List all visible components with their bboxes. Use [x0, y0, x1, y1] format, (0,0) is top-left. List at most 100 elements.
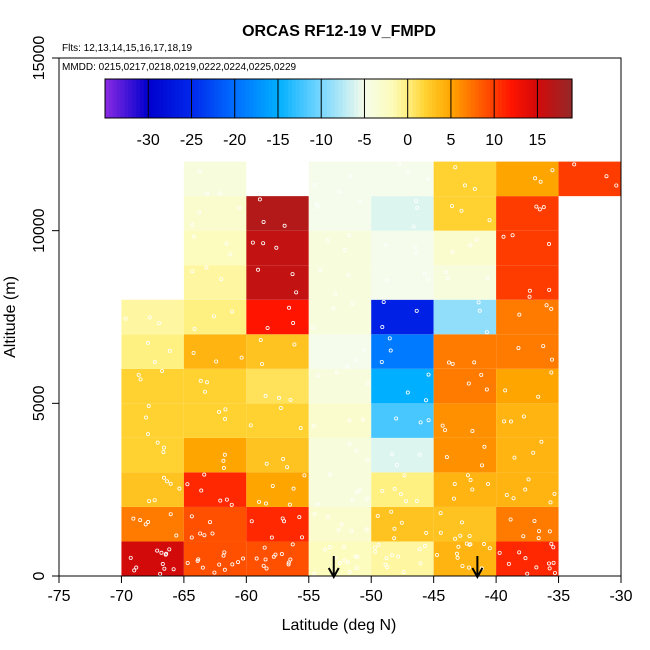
sample-point — [263, 557, 268, 562]
sample-point — [403, 499, 408, 504]
sample-point — [198, 378, 203, 383]
heatmap-cell — [496, 230, 559, 266]
heatmap-cell — [246, 541, 309, 576]
colorbar-segment — [272, 79, 277, 118]
sample-point — [418, 420, 423, 425]
heatmap-cell — [246, 472, 309, 507]
chart-title: ORCAS RF12-19 V_FMPD — [242, 23, 436, 40]
colorbar-segment — [252, 79, 258, 118]
sample-point — [365, 381, 370, 386]
sample-point — [536, 394, 541, 399]
colorbar-segment — [112, 79, 118, 118]
sample-point — [380, 325, 385, 330]
sample-point — [223, 416, 228, 421]
colorbar-segment — [295, 79, 301, 118]
sample-point — [299, 535, 304, 540]
colorbar-segment — [221, 79, 227, 118]
heatmap-cell — [308, 368, 372, 404]
sample-point — [152, 498, 157, 503]
sample-point — [262, 545, 267, 550]
sample-point — [364, 496, 369, 501]
sample-point — [423, 543, 428, 548]
sample-point — [474, 237, 479, 242]
sample-point — [222, 452, 227, 457]
sample-point — [552, 570, 557, 575]
sample-point — [547, 242, 552, 247]
sample-point — [291, 486, 296, 491]
heatmap-cell — [246, 403, 309, 438]
sample-point — [451, 496, 456, 501]
heatmap-cell — [433, 196, 497, 231]
colorbar-segment — [540, 79, 546, 118]
colorbar-segment — [408, 79, 414, 118]
sample-point — [158, 571, 163, 576]
sample-point — [271, 554, 276, 559]
sample-point — [536, 536, 541, 541]
colorbar-segment — [525, 79, 530, 118]
sample-point — [288, 397, 293, 402]
sample-point — [261, 563, 266, 568]
heatmap-cell — [433, 230, 497, 266]
sample-point — [399, 520, 404, 525]
sample-point — [279, 552, 284, 557]
colorbar-segment — [326, 79, 332, 118]
sample-point — [465, 473, 470, 478]
sample-point — [444, 455, 449, 460]
colorbar-segment — [268, 79, 273, 118]
sample-point — [161, 475, 166, 480]
sample-point — [146, 404, 151, 409]
sample-point — [347, 569, 352, 574]
sample-point — [460, 564, 465, 569]
sample-point — [131, 516, 136, 521]
colorbar-segment — [202, 79, 207, 118]
sample-point — [533, 176, 538, 181]
heatmap-cell — [558, 161, 621, 197]
heatmap-cell — [246, 196, 309, 231]
sample-point — [484, 330, 489, 335]
sample-point — [297, 515, 302, 520]
sample-point — [523, 556, 528, 561]
sample-point — [207, 520, 212, 525]
sample-point — [485, 276, 490, 281]
sample-point — [392, 487, 397, 492]
colorbar-segment — [210, 79, 215, 118]
colorbar-segment — [264, 79, 270, 118]
sample-point — [159, 550, 164, 555]
sample-point — [525, 571, 530, 576]
sample-point — [257, 197, 262, 202]
heatmap-cell — [496, 196, 559, 231]
sample-point — [401, 570, 406, 575]
sample-point — [397, 162, 402, 167]
heatmap-cell — [183, 506, 247, 542]
sample-point — [202, 389, 207, 394]
colorbar-segment — [509, 79, 515, 118]
sample-point — [412, 245, 417, 250]
sample-point — [191, 234, 196, 239]
sample-point — [347, 233, 352, 238]
sample-point — [547, 566, 552, 571]
sample-point — [482, 444, 487, 449]
sample-point — [146, 340, 151, 345]
sample-point — [395, 462, 400, 467]
plot-frame — [58, 57, 622, 577]
sample-point — [171, 567, 176, 572]
sample-point — [291, 321, 296, 326]
colorbar-segment — [478, 79, 484, 118]
sample-point — [426, 372, 431, 377]
heatmap-cell — [371, 196, 434, 231]
colorbar: -30 -25 -20 -15 -10 -5 0 5 10 15 — [104, 78, 573, 149]
colorbar-segment — [428, 79, 433, 118]
sample-point — [512, 455, 517, 460]
sample-point — [551, 560, 556, 565]
sample-point — [161, 445, 166, 450]
heatmap-cell — [496, 161, 559, 197]
colorbar-segment — [171, 79, 176, 118]
heatmap-cell — [246, 334, 309, 369]
heatmap-cell — [496, 265, 559, 300]
sample-point — [197, 169, 202, 174]
colorbar-segment — [455, 79, 460, 118]
sample-point — [459, 520, 464, 525]
sample-point — [365, 457, 370, 462]
y-tick-label: 5000 — [31, 385, 48, 421]
sample-point — [544, 303, 549, 308]
